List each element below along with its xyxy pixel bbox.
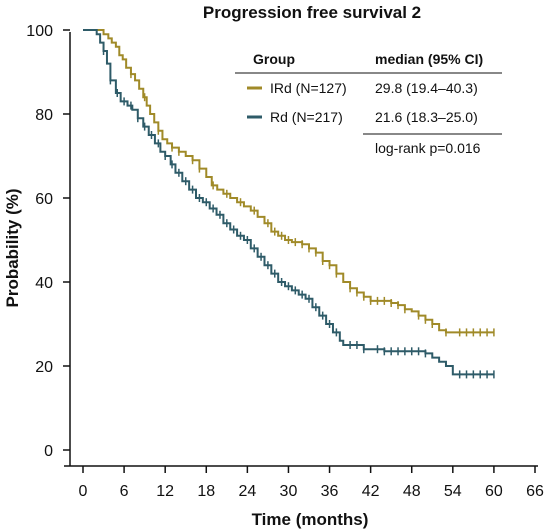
legend-median-rd: 21.6 (18.3–25.0) (375, 109, 478, 125)
axes (64, 32, 538, 467)
y-tick-label: 100 (26, 23, 53, 40)
legend-label-rd: Rd (N=217) (270, 109, 343, 125)
y-tick-label: 40 (35, 275, 53, 292)
x-tick-label: 12 (156, 483, 174, 500)
y-tick-label: 60 (35, 191, 53, 208)
x-tick-label: 18 (197, 483, 215, 500)
y-axis-label: Probability (%) (3, 188, 22, 307)
x-tick-label: 30 (280, 483, 298, 500)
legend-label-ird: IRd (N=127) (270, 80, 347, 96)
legend: Group median (95% CI) IRd (N=127) 29.8 (… (235, 51, 502, 156)
ticks: 0 6 12 18 24 30 36 42 48 54 60 66 0 20 40 60 80 100 (26, 23, 544, 500)
x-tick-label: 36 (321, 483, 339, 500)
x-tick-label: 42 (362, 483, 380, 500)
x-tick-label: 24 (238, 483, 256, 500)
legend-header-median: median (95% CI) (375, 51, 483, 67)
x-tick-label: 0 (79, 483, 88, 500)
y-tick-label: 0 (44, 443, 53, 460)
x-tick-label: 54 (444, 483, 462, 500)
x-tick-label: 66 (526, 483, 544, 500)
x-axis-label: Time (months) (252, 510, 369, 529)
x-tick-label: 60 (485, 483, 503, 500)
legend-logrank: log-rank p=0.016 (375, 140, 481, 156)
x-tick-label: 6 (120, 483, 129, 500)
y-tick-label: 80 (35, 107, 53, 124)
x-tick-label: 48 (403, 483, 421, 500)
legend-median-ird: 29.8 (19.4–40.3) (375, 80, 478, 96)
chart-title: Progression free survival 2 (203, 3, 421, 22)
legend-header-group: Group (253, 51, 295, 67)
curves (83, 29, 495, 379)
y-tick-label: 20 (35, 359, 53, 376)
